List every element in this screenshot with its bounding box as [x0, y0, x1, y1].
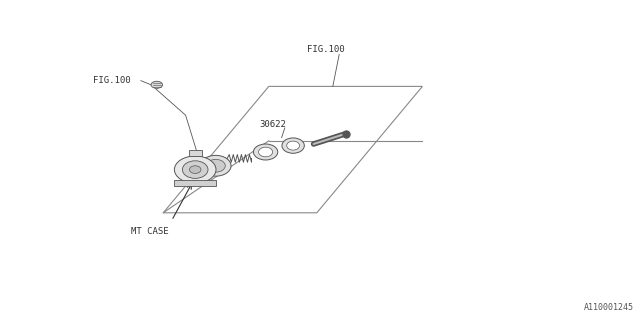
Bar [189, 150, 202, 156]
Polygon shape [163, 86, 422, 213]
Ellipse shape [182, 161, 208, 179]
Ellipse shape [151, 81, 163, 88]
Ellipse shape [206, 159, 225, 172]
Ellipse shape [174, 156, 216, 183]
Text: 30622: 30622 [259, 120, 286, 129]
Ellipse shape [282, 138, 305, 153]
Ellipse shape [200, 155, 231, 176]
FancyBboxPatch shape [174, 180, 216, 186]
Ellipse shape [287, 141, 300, 150]
Text: A110001245: A110001245 [584, 303, 634, 312]
Text: FIG.100: FIG.100 [93, 76, 131, 85]
Text: MT CASE: MT CASE [131, 227, 169, 236]
Ellipse shape [189, 166, 201, 173]
Ellipse shape [253, 144, 278, 160]
Text: FIG.100: FIG.100 [307, 45, 345, 54]
Ellipse shape [259, 147, 273, 157]
